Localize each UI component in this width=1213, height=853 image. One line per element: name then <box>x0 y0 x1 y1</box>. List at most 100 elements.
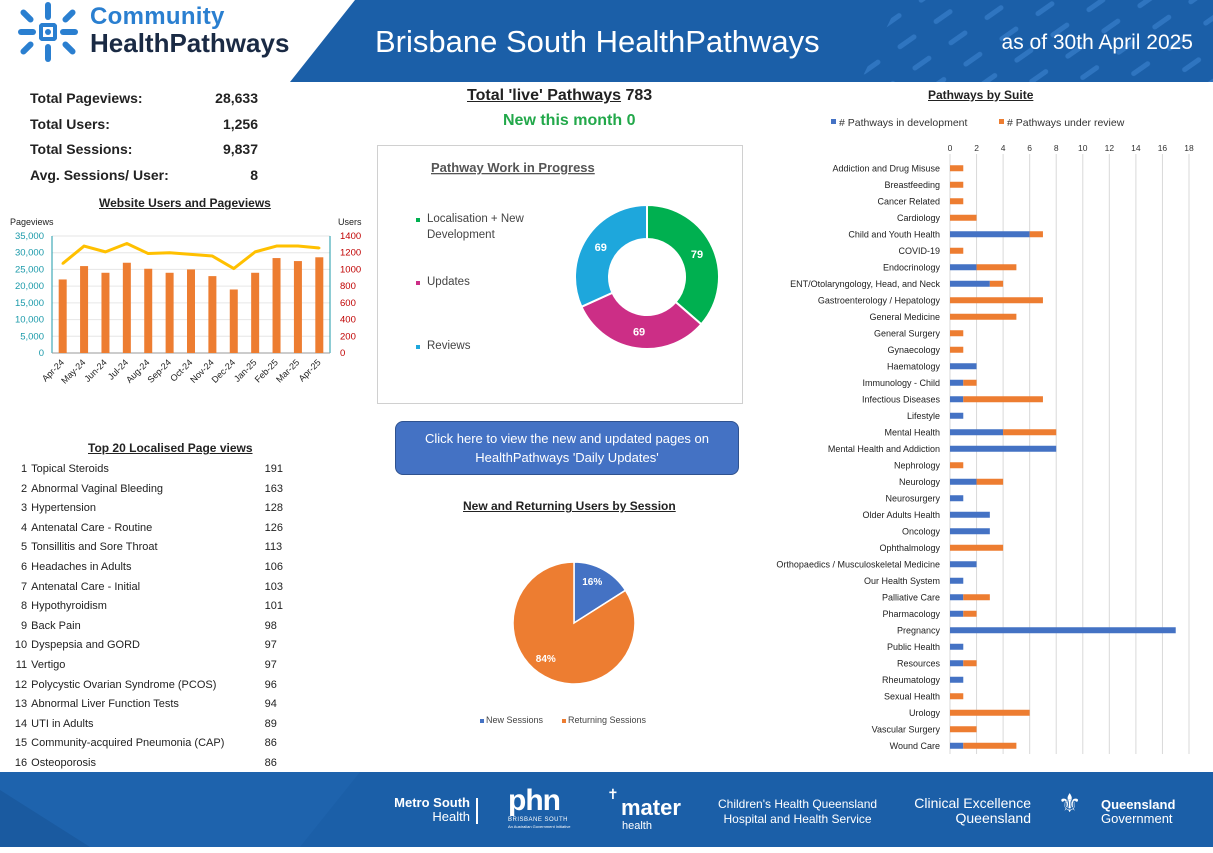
pageviews-bar <box>229 289 238 353</box>
list-rank: 14 <box>14 717 28 730</box>
phn-tag: An Australian Government Initiative <box>508 824 571 829</box>
pathways-by-suite-chart: # Pathways in development # Pathways unde… <box>776 117 1194 754</box>
x-tick-label: May-24 <box>59 357 87 385</box>
list-rank: 8 <box>21 600 28 613</box>
category-label: Neurosurgery <box>885 493 940 503</box>
list-page-name: Polycystic Ovarian Syndrome (PCOS) <box>31 678 217 691</box>
phn-logo[interactable]: phn BRISBANE SOUTH An Australian Governm… <box>508 786 570 829</box>
pie-slice <box>573 561 627 625</box>
live-pathways-label: Total 'live' Pathways <box>467 87 622 104</box>
qg-line1: Queensland <box>1101 797 1176 812</box>
list-page-name: Dyspepsia and GORD <box>31 639 140 652</box>
stat-value: 8 <box>250 166 258 183</box>
legend-label: # Pathways under review <box>1007 117 1125 129</box>
bar-under-review <box>1003 429 1057 436</box>
y2-tick-label: 1400 <box>340 231 361 242</box>
bar-under-review <box>976 478 1004 485</box>
bar-under-review <box>963 610 977 617</box>
list-rank: 13 <box>14 698 28 711</box>
y2-axis-label: Users <box>338 217 362 227</box>
stat-value: 28,633 <box>215 90 258 106</box>
bar-under-review <box>950 198 964 205</box>
bar-under-review <box>963 379 977 386</box>
bar-in-development <box>950 742 964 749</box>
ceq-line1: Clinical Excellence <box>914 795 1031 811</box>
bar-under-review <box>976 264 1017 271</box>
x-tick-label: 4 <box>1001 143 1006 153</box>
donut-value-label: 69 <box>633 326 645 338</box>
list-views: 191 <box>264 463 283 475</box>
daily-updates-button[interactable]: Click here to view the new and updated p… <box>395 421 739 475</box>
list-item: 13 Abnormal Liver Function Tests 94 <box>13 696 293 716</box>
list-rank: 5 <box>21 541 28 554</box>
list-item: 9 Back Pain 98 <box>13 618 293 638</box>
list-item: 11 Vertigo 97 <box>13 657 293 677</box>
bar-in-development <box>950 264 977 271</box>
category-label: Oncology <box>902 526 941 536</box>
pageviews-bar <box>251 272 260 353</box>
list-page-name: Abnormal Liver Function Tests <box>31 698 179 711</box>
new-this-month-value: 0 <box>626 112 636 129</box>
logo-line2: HealthPathways <box>90 28 290 58</box>
new-returning-pie-chart: 16% 84% New Sessions Returning Sessions <box>480 561 647 725</box>
footer-background <box>0 772 360 847</box>
ceq-line2: Queensland <box>955 810 1031 826</box>
bar-under-review <box>1029 231 1043 238</box>
suite-title: Pathways by Suite <box>928 88 1034 102</box>
list-page-name: Community-acquired Pneumonia (CAP) <box>31 737 225 750</box>
bar-under-review <box>963 396 1043 403</box>
users-point <box>147 252 150 255</box>
ceq-logo[interactable]: Clinical Excellence Queensland <box>909 796 1031 826</box>
category-label: Older Adults Health <box>862 510 940 520</box>
metro-divider <box>476 798 478 824</box>
metro-south-logo[interactable]: Metro South Health <box>390 796 470 824</box>
list-page-name: Osteoporosis <box>31 756 96 769</box>
bar-in-development <box>950 429 1004 436</box>
legend-label: Updates <box>427 276 470 288</box>
list-views: 106 <box>264 560 283 573</box>
community-logo[interactable]: Community HealthPathways <box>90 3 290 58</box>
list-views: 86 <box>264 756 277 769</box>
list-views: 101 <box>264 600 283 613</box>
stat-label: Total Pageviews: <box>30 90 143 106</box>
wip-title: Pathway Work in Progress <box>431 160 595 175</box>
category-label: Wound Care <box>890 741 940 751</box>
chq-logo[interactable]: Children's Health Queensland Hospital an… <box>718 797 877 827</box>
y-tick-label: 0 <box>39 348 44 359</box>
category-label: Immunology - Child <box>862 378 940 388</box>
mater-logo[interactable]: ✝ mater health <box>607 787 681 832</box>
list-rank: 10 <box>14 639 28 652</box>
y-tick-label: 5,000 <box>20 331 44 342</box>
list-page-name: Abnormal Vaginal Bleeding <box>31 482 164 495</box>
top20-title: Top 20 Localised Page views <box>88 441 253 455</box>
summary-stats: Total Pageviews: 28,633 Total Users: 1,256… <box>30 88 258 190</box>
list-rank: 3 <box>21 502 28 515</box>
y2-tick-label: 800 <box>340 281 356 292</box>
list-views: 89 <box>264 717 277 730</box>
users-point <box>61 262 64 265</box>
bar-in-development <box>950 528 990 535</box>
list-views: 103 <box>264 580 283 593</box>
bar-under-review <box>963 742 1017 749</box>
list-page-name: Antenatal Care - Initial <box>31 580 141 593</box>
x-tick-label: Dec-24 <box>210 357 238 385</box>
bar-under-review <box>950 313 1017 320</box>
list-page-name: Tonsillitis and Sore Throat <box>31 541 158 554</box>
list-rank: 9 <box>21 619 28 632</box>
list-views: 97 <box>264 658 277 671</box>
pie-value-label: 84% <box>536 654 556 665</box>
users-point <box>168 251 171 254</box>
legend-label: New Sessions <box>486 715 544 725</box>
bar-in-development <box>950 627 1176 634</box>
qld-gov-logo[interactable]: Queensland Government <box>1101 798 1175 826</box>
list-views: 97 <box>264 639 277 652</box>
bar-in-development <box>950 594 964 601</box>
stat-label: Avg. Sessions/ User: <box>30 166 169 183</box>
category-label: Rheumatology <box>882 675 941 685</box>
header-background <box>18 0 1213 82</box>
bar-under-review <box>950 726 977 733</box>
pageviews-bar <box>144 268 153 353</box>
logo-line1: Community <box>90 3 225 30</box>
users-point <box>253 250 257 254</box>
x-tick-label: 2 <box>974 143 979 153</box>
